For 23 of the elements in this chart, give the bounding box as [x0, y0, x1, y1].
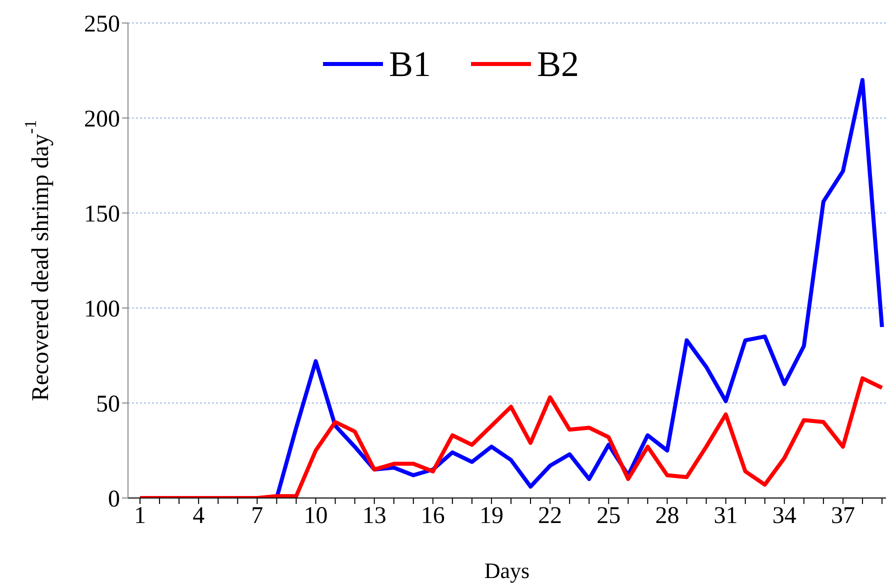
- x-tick-label: 22: [538, 503, 562, 530]
- x-tick-label: 31: [714, 503, 738, 530]
- y-tick-label: 200: [84, 106, 120, 133]
- legend-label: B2: [537, 43, 580, 85]
- x-tick-label: 13: [362, 503, 386, 530]
- x-tick-label: 1: [134, 503, 146, 530]
- legend-label: B1: [388, 43, 431, 85]
- y-tick-label: 50: [96, 392, 120, 418]
- x-axis-title: Days: [484, 558, 530, 583]
- x-tick-label: 7: [251, 503, 264, 530]
- x-tick-label: 34: [772, 503, 796, 530]
- y-tick-label: 250: [84, 12, 120, 38]
- x-tick-label: 28: [655, 503, 680, 530]
- line-series: [138, 376, 884, 498]
- x-tick-label: 37: [830, 503, 855, 530]
- y-tick-label: 150: [84, 202, 120, 228]
- x-tick-label: 25: [596, 503, 621, 530]
- x-tick-label: 19: [479, 503, 504, 530]
- x-tick-label: 10: [304, 503, 328, 530]
- x-tick-label: 4: [192, 503, 205, 530]
- y-tick-label: 100: [84, 296, 120, 323]
- y-tick-label: 0: [108, 486, 120, 513]
- x-tick-label: 16: [420, 503, 445, 530]
